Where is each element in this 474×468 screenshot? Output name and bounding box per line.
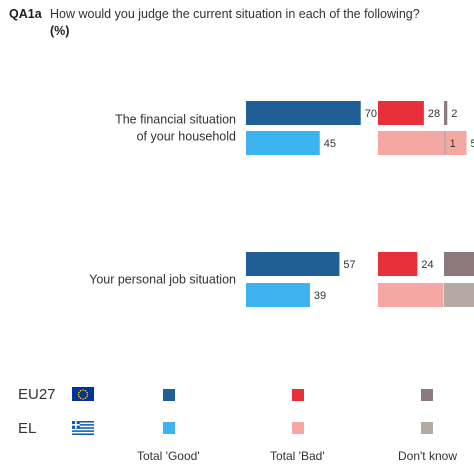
category-label-0: The financial situation of your household [115,113,236,144]
legend-row-eu27-label: EU27 [18,386,56,403]
question-code: QA1a [9,7,42,21]
question-text: How would you judge the current situatio… [50,6,470,40]
value-label-el-dk-0: 1 [450,138,456,150]
bar-el-bad-0 [378,131,467,155]
swatch-eu27-bad [292,389,304,401]
bar-eu27-dk-0 [444,101,448,125]
legend-label-bad: Total 'Bad' [270,449,325,463]
swatch-eu27-dk [421,389,433,401]
eu-flag-icon [72,387,94,401]
category-label-1: Your personal job situation [89,273,236,287]
swatch-eu27-good [163,389,175,401]
legend-label-dk: Don't know [398,449,457,463]
swatch-el-dk [421,422,433,434]
value-label-el-good-0: 45 [324,138,336,150]
value-label-el-good-1: 39 [314,290,326,302]
bar-eu27-dk-1 [444,252,474,276]
bar-eu27-bad-1 [378,252,418,276]
bar-el-good-0 [246,131,320,155]
swatch-el-bad [292,422,304,434]
value-label-eu27-bad-0: 28 [428,108,440,120]
bar-eu27-good-0 [246,101,361,125]
bar-eu27-good-1 [246,252,340,276]
bar-el-dk-0 [444,131,446,155]
bar-el-good-1 [246,283,310,307]
legend-label-good: Total 'Good' [137,449,200,463]
greece-flag-icon [72,421,94,435]
question-title: How would you judge the current situatio… [50,7,420,21]
value-label-eu27-dk-0: 2 [451,108,457,120]
swatch-el-good [163,422,175,434]
bar-el-bad-1 [378,283,444,307]
legend-row-el-label: EL [18,420,37,437]
bar-eu27-bad-0 [378,101,424,125]
value-label-el-bad-0: 54 [471,138,474,150]
bar-el-dk-1 [444,283,474,307]
value-label-eu27-good-1: 57 [343,259,355,271]
value-label-eu27-good-0: 70 [365,108,377,120]
question-unit: (%) [50,24,70,38]
value-label-eu27-bad-1: 24 [421,259,433,271]
bar-chart: The financial situation of your household… [89,101,474,307]
